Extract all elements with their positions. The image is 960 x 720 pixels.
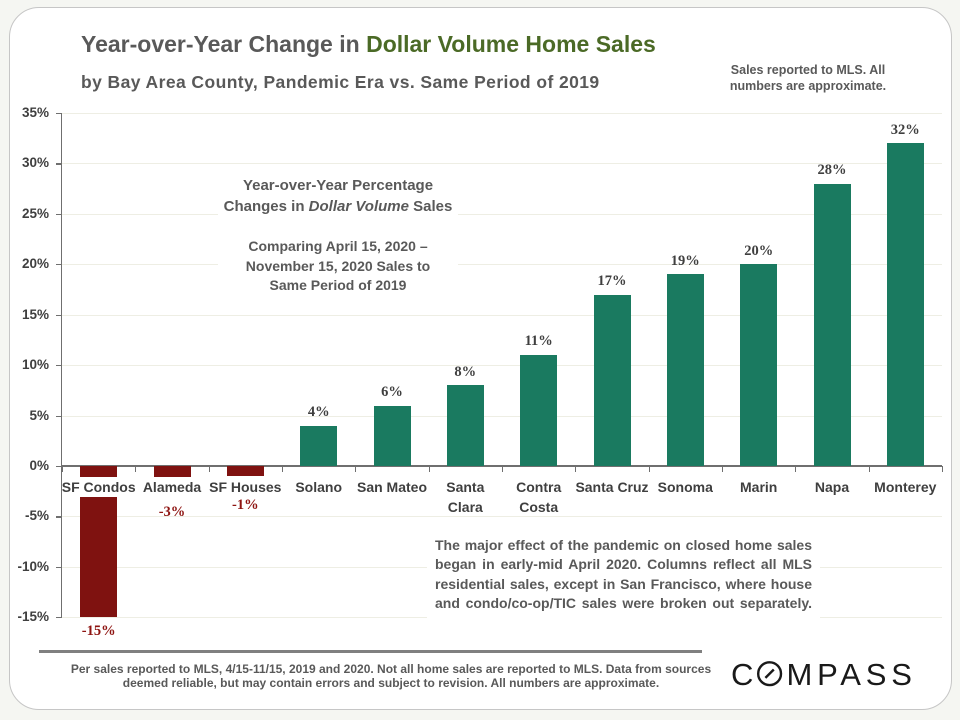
svg-text:MPASS: MPASS [787,659,917,692]
svg-text:C: C [731,659,753,692]
